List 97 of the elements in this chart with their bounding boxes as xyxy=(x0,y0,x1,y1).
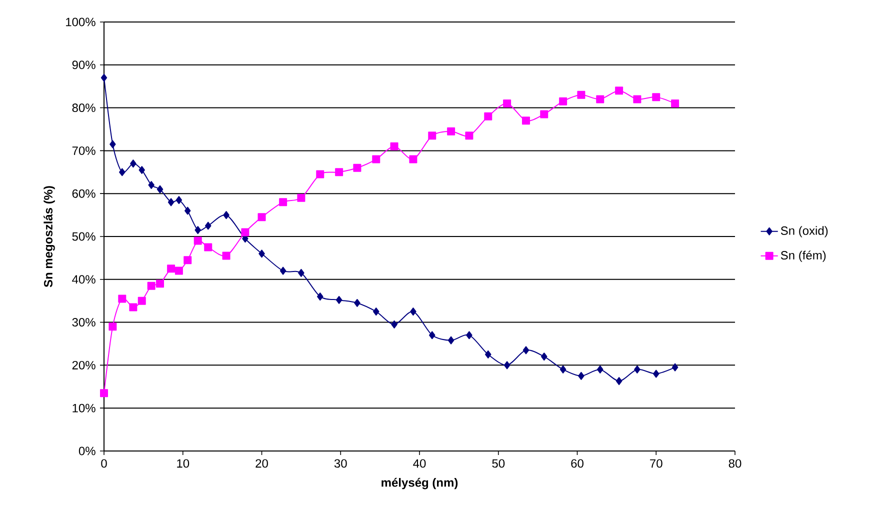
point xyxy=(279,198,288,206)
point xyxy=(204,243,212,252)
point xyxy=(148,181,154,190)
point xyxy=(559,97,568,106)
x-tick-label: 60 xyxy=(571,459,584,468)
point xyxy=(176,196,182,204)
point xyxy=(615,86,624,95)
point xyxy=(447,127,456,136)
point xyxy=(174,266,183,275)
point xyxy=(297,194,306,202)
point xyxy=(184,206,191,215)
point xyxy=(448,336,454,344)
point xyxy=(280,266,286,275)
point xyxy=(484,112,492,120)
x-tick-label: 80 xyxy=(728,459,742,468)
point xyxy=(485,350,492,358)
point xyxy=(156,280,164,288)
point xyxy=(298,268,304,277)
point xyxy=(129,303,138,312)
x-tick-label: 0 xyxy=(101,459,107,468)
y-tick-label: 90% xyxy=(72,60,96,70)
point xyxy=(258,250,265,258)
point xyxy=(409,155,418,164)
point xyxy=(428,132,436,140)
x-tick-label: 20 xyxy=(256,459,268,468)
point xyxy=(336,296,342,304)
point xyxy=(156,185,164,194)
point xyxy=(541,352,548,361)
legend-label: Sn (fém) xyxy=(780,250,826,262)
point xyxy=(373,308,380,316)
point xyxy=(410,308,416,316)
point xyxy=(503,100,512,108)
point xyxy=(108,322,117,331)
point xyxy=(429,331,436,340)
point xyxy=(540,110,548,118)
point xyxy=(100,74,108,82)
point xyxy=(578,372,584,380)
legend-label: Sn (oxid) xyxy=(780,226,828,238)
y-tick-label: 60% xyxy=(72,189,96,198)
point xyxy=(119,168,126,176)
point xyxy=(633,95,642,104)
point xyxy=(316,170,324,178)
y-tick-label: 20% xyxy=(72,360,96,370)
point xyxy=(138,296,146,305)
point xyxy=(130,160,136,168)
point xyxy=(596,95,604,104)
point xyxy=(118,294,126,303)
point xyxy=(353,164,362,172)
y-tick-label: 40% xyxy=(72,275,96,284)
y-tick-label: 80% xyxy=(72,104,96,112)
point xyxy=(522,116,530,125)
y-tick-label: 70% xyxy=(72,146,96,155)
point xyxy=(194,236,202,245)
point xyxy=(184,256,192,264)
point xyxy=(335,168,344,176)
point xyxy=(522,346,530,354)
y-tick-label: 100% xyxy=(66,18,96,26)
y-axis-title: Sn megoszlás (%) xyxy=(44,186,55,288)
y-tick-label: 10% xyxy=(72,404,96,412)
x-axis-title: mélység (nm) xyxy=(382,478,458,490)
point xyxy=(223,211,230,220)
y-tick-label: 30% xyxy=(72,318,96,327)
point xyxy=(504,361,510,370)
x-tick-label: 10 xyxy=(177,459,190,468)
x-tick-label: 30 xyxy=(334,459,347,468)
point xyxy=(597,365,604,374)
point xyxy=(258,213,266,222)
point xyxy=(110,140,116,148)
x-tick-label: 40 xyxy=(413,459,426,468)
point xyxy=(100,389,108,398)
point xyxy=(138,166,145,174)
point xyxy=(560,365,566,374)
y-tick-label: 0% xyxy=(78,446,96,456)
point xyxy=(147,282,156,290)
point xyxy=(391,320,398,328)
y-tick-label: 50% xyxy=(72,232,96,241)
point xyxy=(354,298,360,307)
point xyxy=(652,93,660,102)
point xyxy=(241,228,250,236)
point xyxy=(577,90,586,99)
point xyxy=(194,226,201,234)
x-tick-label: 70 xyxy=(650,459,662,468)
point xyxy=(167,264,176,273)
point xyxy=(168,198,174,206)
point xyxy=(390,142,398,150)
point xyxy=(372,155,380,164)
point xyxy=(222,252,230,260)
point xyxy=(672,363,678,372)
x-tick-label: 50 xyxy=(492,459,505,468)
point xyxy=(466,331,472,340)
point xyxy=(465,132,474,140)
point xyxy=(616,377,622,386)
point xyxy=(317,292,324,301)
point xyxy=(205,222,212,230)
point xyxy=(671,100,680,108)
point xyxy=(653,370,660,378)
point xyxy=(634,365,640,374)
